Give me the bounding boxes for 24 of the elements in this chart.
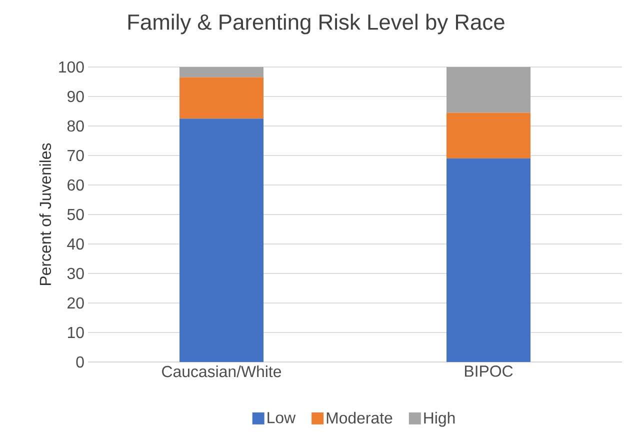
chart-title: Family & Parenting Risk Level by Race <box>128 14 504 34</box>
x-tick-label: Caucasian/White <box>162 366 282 378</box>
y-tick-label: 50 <box>67 208 84 220</box>
bar <box>446 158 531 362</box>
y-tick-label: 80 <box>67 120 84 132</box>
legend-label: Moderate <box>326 412 392 424</box>
y-axis-title: Percent of Juveniles <box>39 143 52 285</box>
y-tick-label: 70 <box>68 150 84 162</box>
bar <box>446 112 531 158</box>
y-tick-label: 40 <box>67 238 84 250</box>
legend-label: High <box>424 412 455 427</box>
bar <box>180 66 264 78</box>
y-tick-label: 100 <box>59 61 84 73</box>
bar <box>446 66 531 113</box>
bar <box>180 118 264 362</box>
y-tick-label: 60 <box>68 179 84 191</box>
y-tick-label: 90 <box>68 90 84 102</box>
legend-label: Low <box>268 412 296 424</box>
bar <box>180 77 264 119</box>
y-tick-label: 30 <box>67 268 84 280</box>
y-tick-label: 0 <box>76 356 84 368</box>
x-tick-label: BIPOC <box>465 366 513 377</box>
y-tick-label: 20 <box>68 297 84 309</box>
y-tick-label: 10 <box>68 326 84 338</box>
